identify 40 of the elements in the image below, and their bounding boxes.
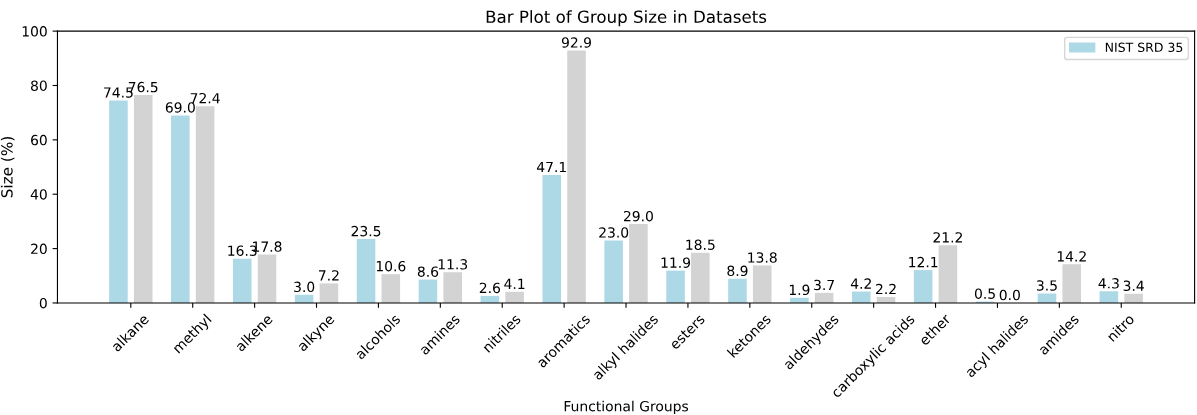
data-label: 11.9 [661, 257, 691, 268]
data-label: 92.9 [561, 37, 591, 48]
y-tick-label: 40 [30, 189, 47, 200]
data-label: 1.9 [789, 284, 810, 296]
data-label: 47.1 [536, 161, 566, 173]
data-label: 12.1 [909, 256, 938, 268]
data-label: 14.2 [1057, 251, 1086, 262]
data-label: 21.2 [933, 232, 962, 243]
data-label: 8.6 [417, 266, 439, 277]
y-tick-label: 100 [22, 26, 47, 37]
chart-title: Bar Plot of Group Size in Datasets [486, 10, 767, 27]
data-label: 0.5 [974, 288, 995, 299]
y-axis-title: Size (%) [0, 137, 15, 198]
data-label: 29.0 [623, 210, 653, 222]
legend-label: NIST SRD 35 [1105, 42, 1183, 53]
data-label: 72.4 [190, 92, 220, 104]
y-tick-label: 80 [31, 80, 47, 91]
data-label: 0.0 [999, 289, 1020, 301]
data-label: 2.2 [876, 283, 896, 295]
data-label: 69.0 [165, 102, 195, 113]
data-label: 2.6 [479, 282, 501, 294]
data-label: 3.7 [814, 279, 834, 291]
data-label: 11.3 [438, 259, 468, 270]
data-label: 10.6 [376, 260, 406, 272]
data-label: 3.4 [1123, 280, 1144, 292]
data-label: 23.5 [351, 225, 381, 237]
data-label: 7.2 [318, 270, 339, 281]
y-tick-label: 20 [31, 243, 47, 255]
data-label: 23.0 [599, 227, 629, 238]
data-label: 4.3 [1098, 278, 1119, 289]
data-label: 3.5 [1036, 280, 1057, 291]
data-label: 18.5 [686, 239, 715, 250]
data-label: 3.0 [294, 281, 315, 293]
data-label: 13.8 [748, 252, 777, 263]
y-tick-label: 60 [31, 134, 47, 146]
y-tick-label: 0 [39, 297, 47, 309]
data-label: 4.2 [850, 278, 871, 289]
data-label: 4.1 [504, 278, 525, 289]
x-axis-title: Functional Groups [564, 400, 689, 415]
data-label: 8.9 [727, 265, 748, 277]
